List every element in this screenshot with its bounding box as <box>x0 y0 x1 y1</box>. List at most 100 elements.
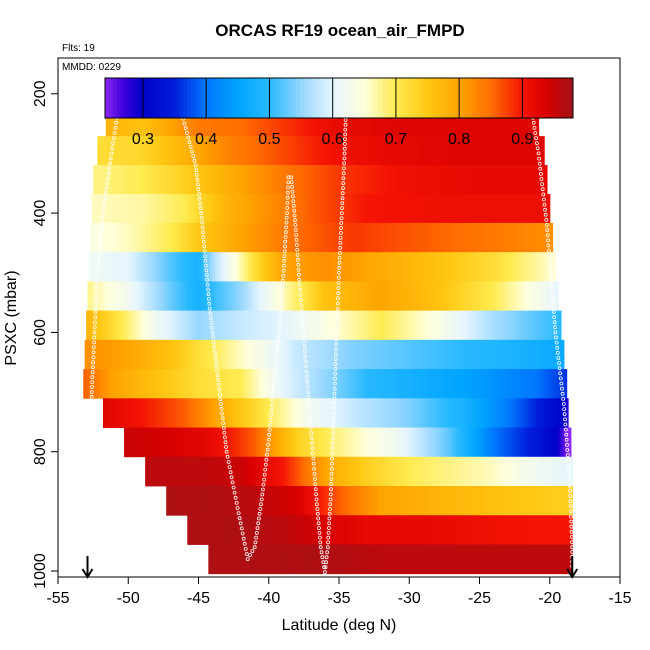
flight-track-point <box>97 245 102 250</box>
heatmap-cell <box>417 252 422 282</box>
flight-track-point <box>537 161 542 166</box>
heatmap-cell <box>409 369 413 399</box>
heatmap-cell <box>126 339 131 370</box>
heatmap-cell <box>350 136 354 166</box>
y-tick-label: 400 <box>32 200 49 227</box>
heatmap-cell <box>478 222 482 253</box>
heatmap-cell <box>523 544 527 575</box>
flight-track-point <box>327 521 332 526</box>
heatmap-cell <box>499 515 503 545</box>
heatmap-cell <box>398 107 402 137</box>
heatmap-cell <box>466 222 471 253</box>
heatmap-cell <box>282 194 287 224</box>
heatmap-cell <box>341 515 346 545</box>
lat-markers <box>81 556 579 579</box>
flight-track-point <box>565 453 570 458</box>
heatmap-cell <box>308 136 312 166</box>
heatmap-cell <box>396 222 401 253</box>
heatmap-cell <box>527 136 531 166</box>
flight-track-point <box>100 221 104 225</box>
heatmap-cell <box>219 222 223 253</box>
heatmap-cell <box>247 427 252 458</box>
heatmap-cell <box>122 136 127 166</box>
heatmap-cell <box>354 427 358 458</box>
heatmap-cell <box>213 165 218 195</box>
heatmap-cell <box>212 310 216 341</box>
heatmap-cell <box>476 398 481 428</box>
flight-track-point <box>186 135 191 140</box>
heatmap-cell <box>324 136 329 166</box>
heatmap-cell <box>398 194 402 224</box>
heatmap-cell <box>541 456 545 487</box>
heatmap-cell <box>305 194 309 224</box>
flight-track-point <box>535 146 540 151</box>
heatmap-cell <box>367 107 371 137</box>
colorbar-swatch <box>354 78 359 118</box>
flight-track-point <box>210 330 215 335</box>
heatmap-cell <box>350 310 354 341</box>
flight-track-point <box>307 410 312 415</box>
date-label: MMDD: 0229 <box>62 62 121 73</box>
heatmap-cell <box>102 136 107 166</box>
heatmap-cell <box>482 194 486 224</box>
heatmap-cell <box>530 310 534 341</box>
heatmap-cell <box>445 310 450 341</box>
heatmap-cell <box>211 281 215 312</box>
heatmap-cell <box>226 194 231 224</box>
flight-track-point <box>86 499 91 504</box>
heatmap-cell <box>125 398 129 428</box>
flight-track-point <box>99 226 104 230</box>
heatmap-cell <box>365 222 370 253</box>
heatmap-cell <box>365 281 370 312</box>
heatmap-cell <box>296 194 301 224</box>
heatmap-cell <box>105 310 110 341</box>
heatmap-cell <box>538 398 542 428</box>
heatmap-cell <box>229 369 233 399</box>
heatmap-cell <box>542 339 547 370</box>
heatmap-cell <box>225 222 229 253</box>
heatmap-cell <box>478 427 482 458</box>
colorbar-tick-label: 0.7 <box>385 131 407 148</box>
heatmap-cell <box>169 427 173 458</box>
colorbar-tick-label: 0.4 <box>195 131 217 148</box>
heatmap-cell <box>198 398 202 428</box>
heatmap-cell <box>426 310 430 341</box>
heatmap-cell <box>138 427 142 458</box>
heatmap-cell <box>461 486 465 516</box>
heatmap-cell <box>514 339 519 370</box>
flight-track-point <box>205 277 210 282</box>
flight-track-point <box>329 482 334 487</box>
heatmap-cell <box>542 281 547 312</box>
heatmap-cell <box>100 310 104 341</box>
heatmap-cell <box>128 107 132 137</box>
heatmap-cell <box>496 136 500 166</box>
flight-track-point <box>322 565 327 570</box>
heatmap-cell <box>506 486 510 516</box>
heatmap-cell <box>347 310 351 341</box>
flight-track-point <box>541 192 546 197</box>
flight-track-point <box>330 461 334 466</box>
flight-track-point <box>94 295 99 300</box>
heatmap-cell <box>219 544 223 575</box>
heatmap-cell <box>462 136 467 166</box>
heatmap-cell <box>353 369 357 399</box>
heatmap-cell <box>225 339 229 370</box>
heatmap-cell <box>455 339 460 370</box>
heatmap-cell <box>521 107 526 137</box>
heatmap-cell <box>548 486 552 516</box>
heatmap-cell <box>329 544 333 575</box>
heatmap-cell <box>487 310 492 341</box>
colorbar-swatch <box>198 78 203 118</box>
heatmap-cell <box>400 369 405 399</box>
heatmap-cell <box>242 339 246 370</box>
flight-track-point <box>93 315 98 320</box>
heatmap-cell <box>386 456 391 487</box>
heatmap-cell <box>270 165 274 195</box>
heatmap-cell <box>469 165 474 195</box>
heatmap-cell <box>539 165 544 195</box>
heatmap-cell <box>289 165 294 195</box>
heatmap-cell <box>489 281 493 312</box>
heatmap-cell <box>132 165 136 195</box>
heatmap-cell <box>497 427 502 458</box>
flight-track-point <box>559 381 564 386</box>
